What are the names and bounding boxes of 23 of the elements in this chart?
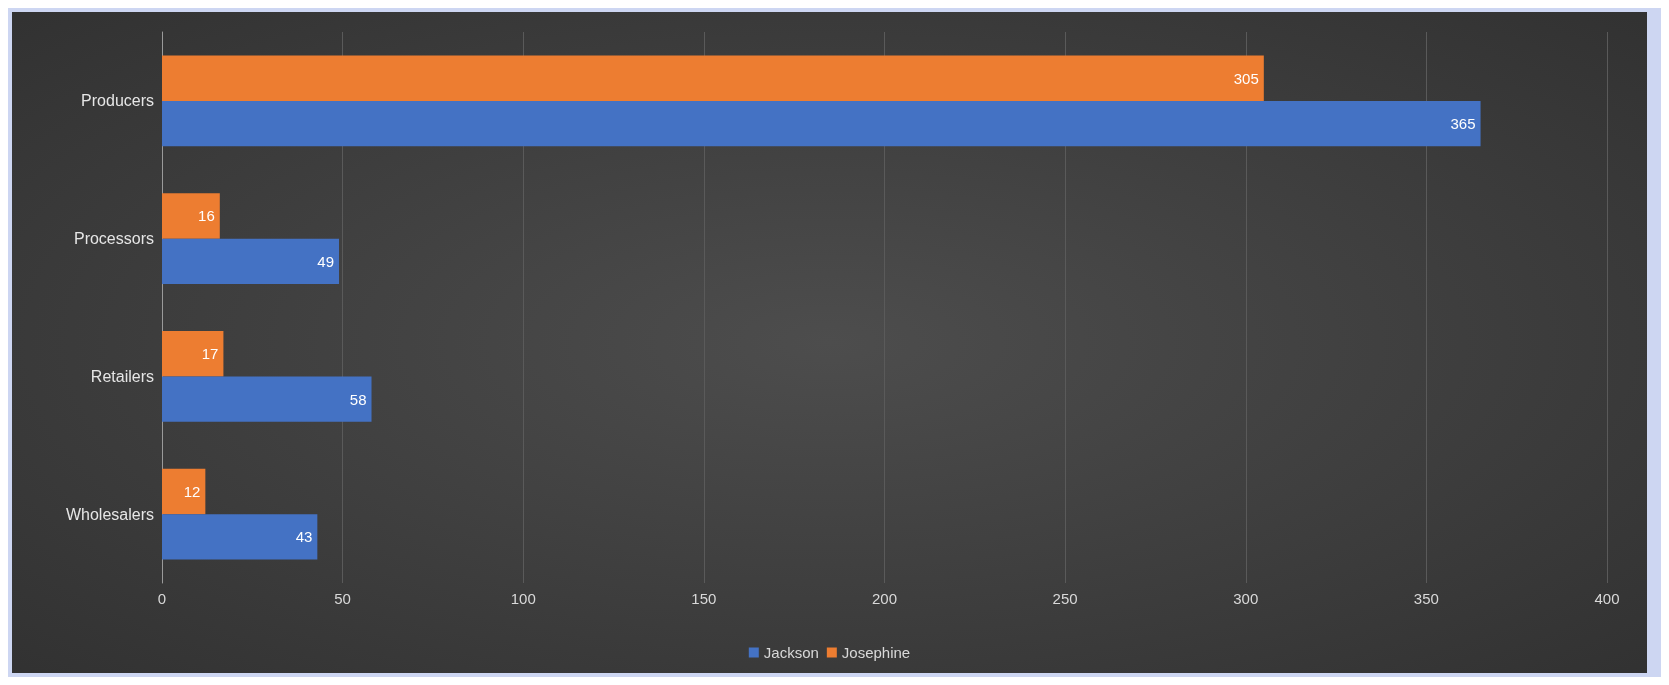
data-label: 49 — [317, 252, 335, 270]
legend-label: Jackson — [763, 644, 819, 661]
x-tick-label: 350 — [1413, 590, 1439, 607]
data-label: 305 — [1233, 69, 1259, 87]
y-tick-label: Retailers — [90, 367, 154, 385]
x-tick-label: 50 — [334, 590, 351, 607]
x-tick-label: 250 — [1052, 590, 1078, 607]
data-label: 43 — [295, 528, 313, 546]
data-label: 17 — [201, 345, 219, 363]
x-tick-label: 300 — [1233, 590, 1259, 607]
data-label: 365 — [1450, 115, 1476, 133]
data-label: 12 — [183, 482, 201, 500]
y-tick-label: Wholesalers — [65, 505, 154, 523]
x-tick-label: 200 — [871, 590, 898, 607]
y-tick-label: Producers — [81, 92, 154, 110]
legend-label: Josephine — [841, 644, 911, 661]
x-tick-label: 100 — [510, 590, 536, 607]
x-tick-label: 400 — [1594, 590, 1620, 607]
data-label: 58 — [349, 390, 367, 408]
x-tick-label: 150 — [691, 590, 717, 607]
y-tick-label: Processors — [73, 230, 154, 248]
x-tick-label: 0 — [157, 590, 167, 607]
data-label: 16 — [198, 207, 215, 225]
